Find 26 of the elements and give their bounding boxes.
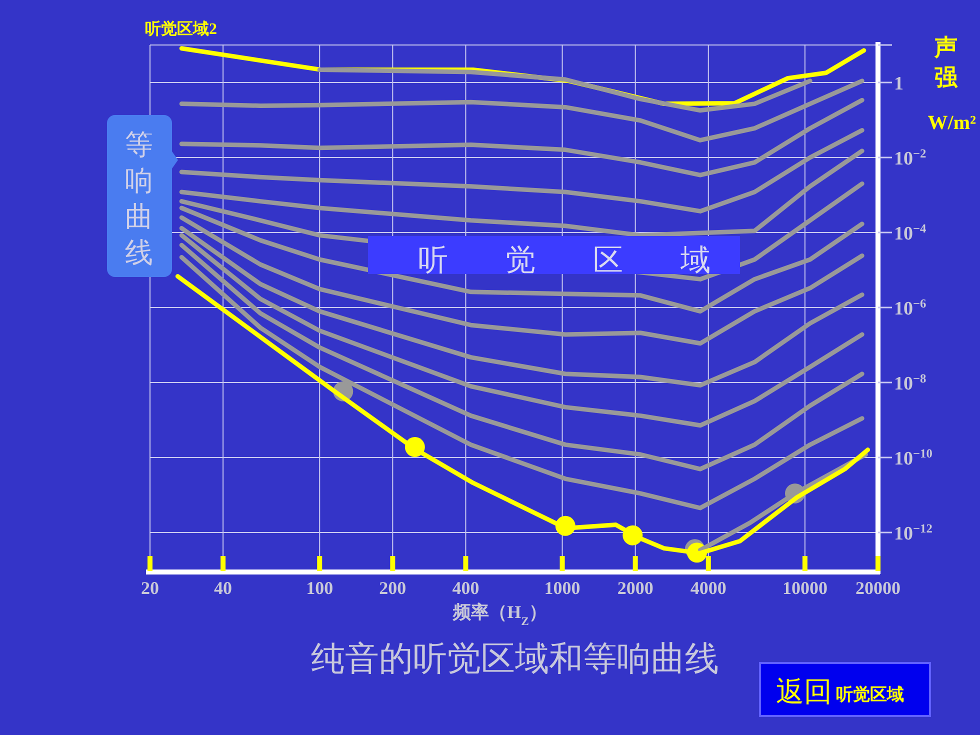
y-tick-label: 10$^{−6}$ — [894, 296, 926, 320]
x-tick-label: 400 — [452, 578, 480, 598]
y-tick-label: 10$^{−8}$ — [894, 372, 926, 394]
x-tick-label: 1000 — [544, 578, 580, 598]
x-tick-label: 40 — [214, 578, 232, 598]
y-tick-label: 10$^{−2}$ — [894, 146, 926, 170]
x-tick-label: 4000 — [690, 578, 726, 598]
annotation-button: 返回 听觉区域 — [759, 662, 931, 717]
x-axis-title: 频率（H$_{Z}$） — [452, 602, 547, 628]
annotation: 听 觉 区 域 — [418, 244, 710, 277]
ylabel: 声强 W/m² — [928, 35, 976, 134]
x-tick-label: 10000 — [782, 578, 828, 598]
x-tick-label: 2000 — [617, 578, 654, 598]
text: 听觉区域2 — [145, 20, 217, 38]
y-tick-label: 1 — [894, 74, 904, 94]
text: 纯音的听觉区域和等响曲线 — [311, 641, 719, 678]
y-tick-label: 10$^{−10}$ — [894, 446, 932, 470]
x-tick-label: 20 — [141, 578, 159, 598]
annotation: 等响曲线 — [125, 130, 153, 269]
x-tick-label: 200 — [379, 578, 406, 598]
y-tick-label: 10$^{−12}$ — [894, 522, 932, 544]
annotation: 听 觉 区 域 — [368, 236, 740, 277]
x-tick-label: 100 — [306, 578, 334, 598]
annotation: 等响曲线 — [107, 115, 178, 277]
x-tick-label: 20000 — [856, 578, 900, 598]
y-tick-label: 10$^{−4}$ — [894, 222, 926, 244]
